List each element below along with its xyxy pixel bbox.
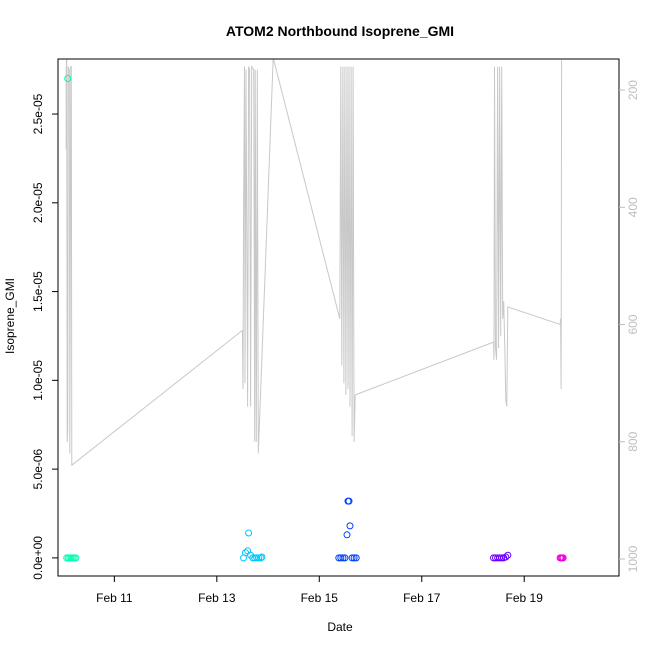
data-point (255, 554, 263, 562)
y-tick-label: 0.0e+00 (31, 536, 45, 580)
x-tick-label: Feb 13 (198, 591, 236, 605)
data-point (348, 554, 356, 562)
data-point (253, 554, 261, 562)
plot-frame (57, 58, 620, 577)
data-point (245, 529, 253, 537)
y-tick-label: 5.0e-06 (31, 448, 45, 489)
data-point (341, 554, 349, 562)
y-tick-label: 1.0e-05 (31, 360, 45, 401)
data-point (504, 551, 512, 559)
data-point (257, 554, 265, 562)
data-point (502, 553, 510, 561)
data-point (352, 554, 360, 562)
x-tick-label: Feb 19 (506, 591, 544, 605)
y-tick-label: 1.5e-05 (31, 271, 45, 312)
data-point (346, 522, 354, 530)
data-point (337, 554, 345, 562)
x-tick-label: Feb 15 (301, 591, 339, 605)
y-tick-label: 2.0e-05 (31, 182, 45, 223)
data-point (498, 554, 506, 562)
y-axis-label: Isoprene_GMI (3, 278, 17, 354)
x-tick-label: Feb 17 (403, 591, 441, 605)
x-tick-label: Feb 11 (96, 591, 133, 605)
data-point (350, 554, 358, 562)
data-point (72, 554, 80, 562)
chart-title: ATOM2 Northbound Isoprene_GMI (226, 23, 454, 39)
y2-tick-label: 200 (626, 80, 640, 100)
data-point (258, 553, 266, 561)
data-point (339, 554, 347, 562)
data-point (559, 554, 567, 562)
pressure-line-layer (65, 59, 563, 467)
y-tick-label: 2.5e-05 (31, 93, 45, 134)
y2-tick-label: 800 (626, 431, 640, 451)
axes-layer: Feb 11 Feb 13 Feb 15 Feb 17 Feb 19 0.0e+00 5.0… (31, 58, 640, 605)
data-point (64, 75, 72, 82)
y2-tick-label: 400 (626, 197, 640, 217)
data-point (343, 531, 351, 539)
data-point (345, 497, 353, 505)
data-points-layer (63, 75, 567, 562)
pressure-line (65, 59, 563, 467)
y2-tick-label: 600 (626, 314, 640, 334)
y2-tick-label: 1000 (626, 545, 640, 572)
x-axis-label: Date (327, 620, 353, 634)
